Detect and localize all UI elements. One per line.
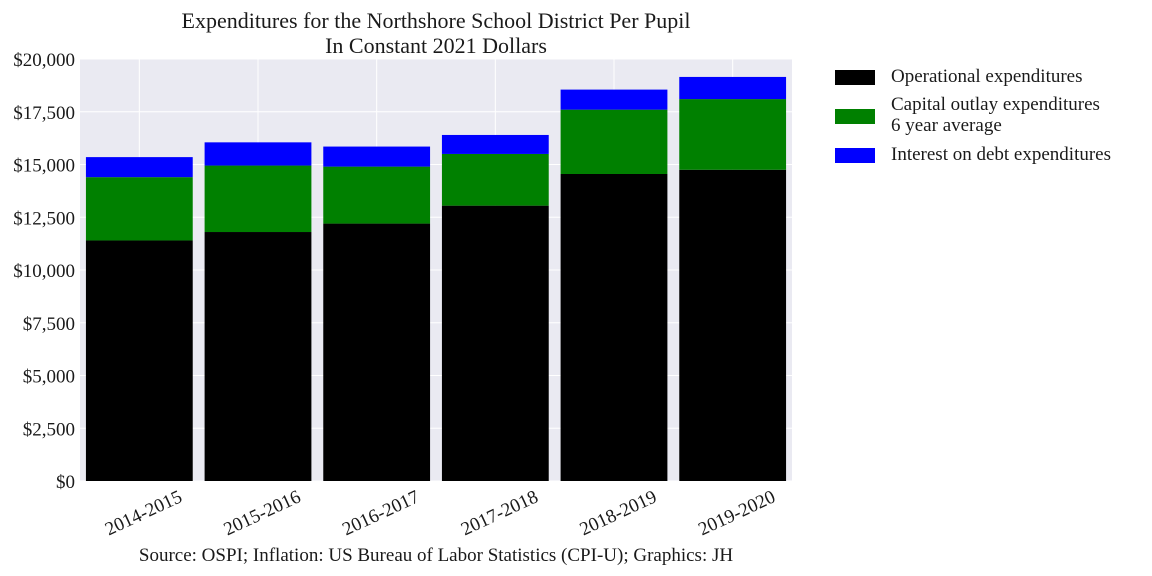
y-tick-label: $12,500 [13,208,75,229]
y-tick-label: $5,000 [23,367,75,388]
bar-segment [679,99,787,170]
bar-segment [560,109,668,174]
y-tick-label: $20,000 [13,50,75,71]
bar-segment [204,165,312,233]
bar-segment [204,142,312,166]
x-axis-ticks: 2014-2015 2015-2016 2016-2017 2017-2018 2018… [102,486,779,540]
bar-segment [85,177,193,241]
chart-title: Expenditures for the Northshore School D… [182,8,691,33]
legend: Operational expenditures Capital outlay e… [835,66,1111,165]
y-tick-label: $2,500 [23,419,75,440]
bar-segment [560,173,668,481]
bar-segment [679,76,787,100]
legend-label: Operational expenditures [891,66,1083,87]
x-tick-label: 2016-2017 [339,486,422,540]
y-tick-label: $17,500 [13,103,75,124]
legend-label: Interest on debt expenditures [891,144,1111,165]
bar-segment [560,89,668,110]
bar-segment [679,169,787,481]
legend-swatch [835,70,875,85]
legend-swatch [835,109,875,124]
bar-segment [85,157,193,178]
chart-subtitle: In Constant 2021 Dollars [325,33,547,58]
bar-segment [323,223,431,481]
y-tick-label: $0 [56,472,75,493]
source-note: Source: OSPI; Inflation: US Bureau of La… [139,545,733,566]
x-tick-label: 2018-2019 [577,486,660,540]
bar-segment [85,240,193,481]
x-tick-label: 2017-2018 [458,486,541,540]
x-tick-label: 2019-2020 [695,486,778,540]
x-tick-label: 2014-2015 [102,486,185,540]
y-tick-label: $7,500 [23,314,75,335]
legend-swatch [835,148,875,163]
legend-label: Capital outlay expenditures 6 year averag… [891,94,1100,136]
y-axis-ticks: $0 $2,500 $5,000 $7,500 $10,000 $12,500 $15,00… [13,50,75,493]
bar-segment [441,205,549,481]
bar-segment [204,232,312,481]
bar-segment [441,134,549,154]
bar-segment [323,146,431,167]
y-tick-label: $10,000 [13,261,75,282]
bar-segment [441,153,549,206]
bars [85,76,787,481]
y-tick-label: $15,000 [13,156,75,177]
bar-segment [323,166,431,224]
x-tick-label: 2015-2016 [221,486,304,540]
